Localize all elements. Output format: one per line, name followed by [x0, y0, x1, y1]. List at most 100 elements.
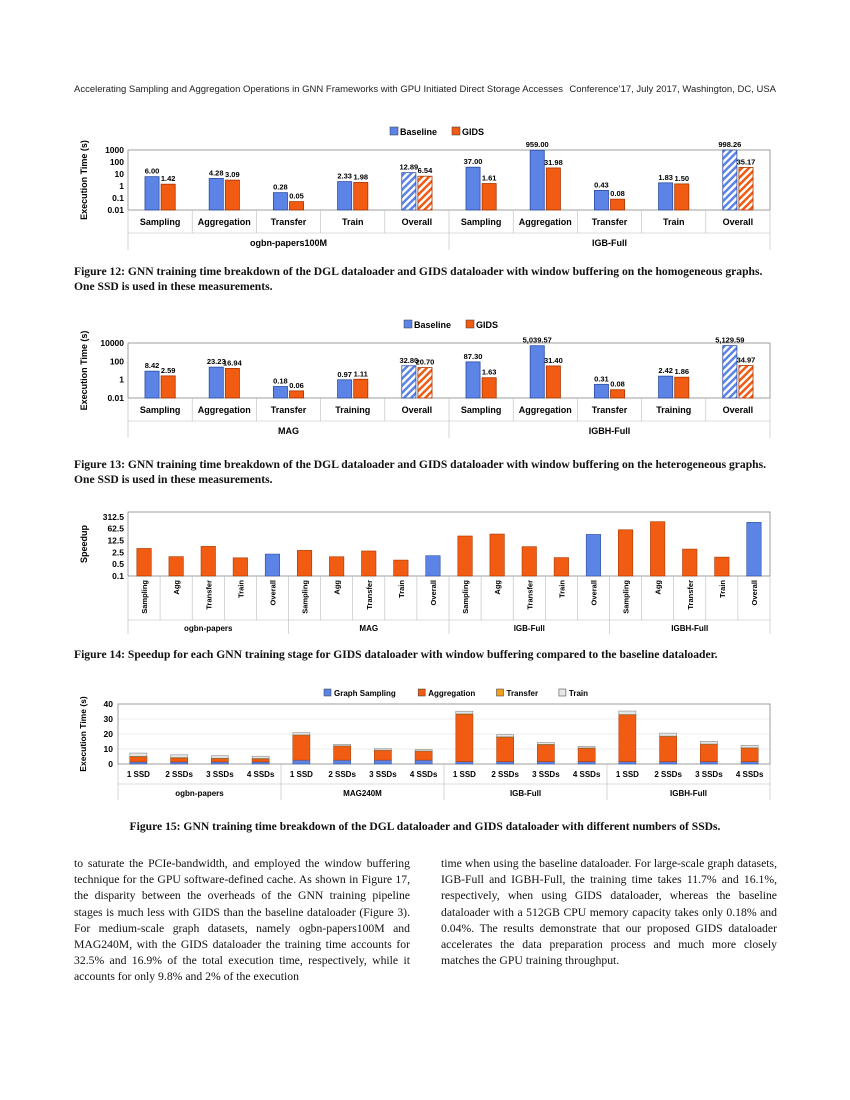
bar-gids: [417, 367, 433, 399]
legend-swatch-gids: [465, 319, 475, 329]
group-label: IGB-Full: [514, 624, 545, 633]
data-label: 0.08: [610, 380, 625, 389]
y-tick-label: 312.5: [103, 512, 125, 522]
stack-segment: [700, 761, 718, 765]
y-tick-label: 0.5: [112, 559, 124, 569]
figure-14: Speedup 312.5 62.5 12.5 2.5 0.5 0.1 ogbn-papers…: [74, 506, 776, 636]
stack-segment: [577, 761, 596, 765]
y-tick-label: 1000: [105, 145, 124, 155]
bar-stage-speedup: [650, 521, 666, 577]
category-label: Aggregation: [198, 405, 251, 415]
group-label: IGBH-Full: [589, 426, 631, 436]
y-tick-label: 10: [115, 169, 125, 179]
category-label: Overall: [429, 580, 438, 605]
bar-overall-speedup: [585, 534, 601, 577]
legend-swatch-baseline: [403, 319, 413, 329]
data-label: 1.98: [353, 172, 368, 181]
stack-segment: [496, 737, 514, 762]
category-label: Sampling: [301, 580, 310, 614]
stack-segment: [292, 734, 311, 761]
bar-stage-speedup: [361, 550, 377, 577]
data-label: 6.00: [145, 167, 160, 176]
data-label: 5,039.57: [523, 336, 552, 345]
bar-baseline: [658, 375, 674, 399]
category-label: 2 SSDs: [491, 770, 519, 779]
stack-segment: [740, 761, 759, 765]
bar-gids: [481, 377, 497, 399]
category-label: Train: [557, 580, 566, 598]
category-label: Sampling: [140, 580, 149, 614]
legend: Baseline GIDS: [403, 319, 498, 330]
group-label: MAG: [359, 624, 378, 633]
stack-segment: [618, 710, 637, 715]
running-header-venue: Conference’17, July 2017, Washington, DC…: [569, 84, 776, 95]
category-label: Sampling: [622, 580, 631, 614]
category-label: Transfer: [271, 405, 307, 415]
bar-stage-speedup: [714, 556, 730, 577]
category-label: Sampling: [140, 405, 181, 415]
category-label: Train: [718, 580, 727, 598]
bar-stage-speedup: [393, 559, 409, 577]
category-label: Sampling: [140, 217, 181, 227]
bar-gids: [481, 183, 497, 211]
legend-train-swatch: [558, 688, 567, 697]
bar-stage-speedup: [618, 529, 634, 577]
y-tick-label: 100: [110, 356, 124, 366]
data-label: 1.86: [674, 367, 689, 376]
category-label: Overall: [402, 405, 433, 415]
group-label: IGB-Full: [510, 789, 541, 798]
data-label: 35.17: [737, 157, 756, 166]
bar-baseline: [401, 172, 417, 211]
legend-label-gids: GIDS: [462, 127, 484, 137]
category-label: 3 SSDs: [206, 770, 234, 779]
category-label: 2 SSDs: [328, 770, 356, 779]
category-label: 1 SSD: [127, 770, 150, 779]
y-axis-label: Speedup: [79, 525, 89, 564]
bar-gids: [289, 390, 305, 399]
stack-segment: [129, 756, 148, 763]
bar-baseline: [722, 345, 738, 399]
bar-overall-speedup: [746, 522, 762, 577]
category-label: Sampling: [461, 217, 502, 227]
category-label: Train: [236, 580, 245, 598]
legend-aggregation-label: Aggregation: [428, 689, 475, 698]
stack-segment: [577, 748, 596, 762]
data-label: 31.98: [544, 158, 563, 167]
figure-14-chart: Speedup 312.5 62.512.5 2.5 0.5 0.1 ogbn-papers…: [79, 511, 771, 634]
bar-baseline: [337, 379, 353, 399]
y-tick-label: 0.01: [107, 393, 124, 403]
bar-overall-speedup: [264, 553, 280, 577]
legend-label-baseline: Baseline: [414, 320, 451, 330]
y-tick-label: 62.5: [107, 524, 124, 534]
legend-label-gids: GIDS: [476, 320, 498, 330]
category-label: 1 SSD: [290, 770, 313, 779]
plot-area: [127, 511, 771, 577]
bar-baseline: [337, 181, 353, 211]
legend-transfer-swatch: [496, 688, 504, 697]
legend: Baseline GIDS: [389, 126, 484, 137]
data-label: 12.89: [399, 163, 418, 172]
legend-aggregation-swatch: [417, 688, 426, 697]
bar-gids: [160, 183, 176, 211]
category-label: Aggregation: [519, 405, 572, 415]
data-label: 0.97: [337, 370, 352, 379]
data-label: 37.00: [464, 157, 483, 166]
stack-segment: [251, 761, 270, 765]
category-label: Overall: [589, 580, 598, 605]
figure-14-caption: Figure 14: Speedup for each GNN training…: [74, 648, 718, 661]
data-label: 1.50: [674, 174, 689, 183]
data-label: 8.42: [145, 361, 160, 370]
category-label: 2 SSDs: [654, 770, 682, 779]
bar-baseline: [272, 386, 288, 399]
bar-baseline: [401, 365, 417, 399]
stack-segment: [333, 745, 351, 761]
legend-swatch-gids: [451, 126, 461, 136]
figure-15: Graph Sampling Aggregation Transfer Train Ex…: [74, 684, 776, 804]
category-label: 1 SSD: [453, 770, 476, 779]
data-label: 2.59: [161, 366, 176, 375]
y-axis-label: Execution Time (s): [78, 696, 88, 772]
category-label: Overall: [723, 405, 754, 415]
data-label: 1.61: [482, 174, 497, 183]
data-label: 23.23: [207, 357, 226, 366]
data-label: 0.06: [289, 381, 304, 390]
